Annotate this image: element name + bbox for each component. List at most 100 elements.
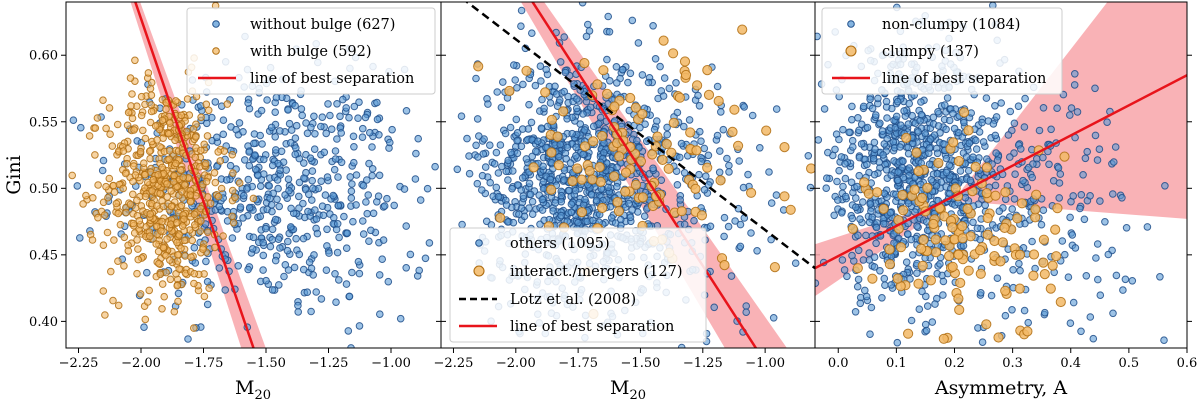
scatter-point xyxy=(696,127,704,136)
scatter-point xyxy=(618,65,627,74)
scatter-point xyxy=(306,154,315,162)
scatter-point xyxy=(945,116,954,125)
scatter-point xyxy=(331,147,340,155)
scatter-point xyxy=(176,166,185,174)
scatter-point xyxy=(481,163,490,171)
scatter-point xyxy=(878,294,886,302)
scatter-point xyxy=(584,20,592,29)
scatter-point xyxy=(895,242,907,253)
scatter-point xyxy=(342,244,351,252)
scatter-point xyxy=(884,244,895,255)
scatter-point xyxy=(603,55,611,64)
scatter-point xyxy=(848,102,856,111)
scatter-point xyxy=(308,167,317,175)
scatter-point xyxy=(507,148,515,157)
scatter-point xyxy=(644,78,653,87)
scatter-point xyxy=(993,332,1004,343)
scatter-point xyxy=(295,178,304,187)
scatter-point xyxy=(226,161,235,170)
scatter-point xyxy=(453,165,462,174)
legend-label-lotz: Lotz et al. (2008) xyxy=(510,292,636,308)
scatter-point xyxy=(1128,277,1137,285)
scatter-point xyxy=(982,229,993,240)
scatter-point xyxy=(720,213,729,222)
scatter-point xyxy=(597,202,608,214)
scatter-point xyxy=(186,197,195,206)
scatter-point xyxy=(896,143,904,151)
scatter-point xyxy=(366,128,374,137)
scatter-point xyxy=(68,171,76,180)
scatter-point xyxy=(611,219,620,227)
scatter-point xyxy=(214,148,222,156)
scatter-point xyxy=(557,211,566,220)
scatter-point xyxy=(900,107,908,115)
scatter-point xyxy=(913,166,924,177)
scatter-point xyxy=(312,288,321,296)
scatter-point xyxy=(930,234,941,245)
scatter-point xyxy=(474,153,482,161)
scatter-point xyxy=(292,121,301,130)
scatter-point xyxy=(1014,102,1023,110)
scatter-point xyxy=(742,308,751,317)
scatter-point xyxy=(499,78,507,86)
scatter-point xyxy=(620,167,632,178)
scatter-point xyxy=(173,238,181,247)
scatter-point xyxy=(362,198,370,206)
scatter-point xyxy=(268,235,277,244)
scatter-point xyxy=(822,184,831,192)
scatter-point xyxy=(953,293,964,304)
scatter-point xyxy=(504,176,512,184)
scatter-point xyxy=(940,235,951,246)
scatter-point xyxy=(848,251,856,260)
scatter-point xyxy=(1110,158,1118,166)
scatter-point xyxy=(173,257,182,265)
scatter-point xyxy=(145,147,154,156)
scatter-point xyxy=(213,133,221,142)
scatter-point xyxy=(457,112,466,120)
scatter-point xyxy=(359,124,367,133)
scatter-point xyxy=(663,130,672,139)
scatter-point xyxy=(746,187,757,198)
scatter-point xyxy=(1056,170,1065,178)
scatter-point xyxy=(981,319,992,330)
scatter-point xyxy=(668,48,679,59)
panel-2-xlabel: M20 xyxy=(610,377,646,403)
scatter-point xyxy=(843,272,851,281)
scatter-point xyxy=(490,160,499,168)
scatter-point xyxy=(560,87,569,96)
scatter-point xyxy=(1038,234,1050,245)
scatter-point xyxy=(848,136,857,145)
scatter-point xyxy=(1030,204,1041,215)
scatter-point xyxy=(162,105,170,113)
panel-3-xtick-label: 0.3 xyxy=(1002,356,1023,371)
scatter-point xyxy=(141,170,149,179)
panel-2-xtick-label: −1.75 xyxy=(558,356,598,371)
scatter-point xyxy=(556,140,565,149)
scatter-point xyxy=(995,207,1004,215)
scatter-point xyxy=(256,131,265,140)
scatter-point xyxy=(872,239,880,248)
scatter-point xyxy=(613,182,621,191)
scatter-point xyxy=(727,272,736,280)
scatter-point xyxy=(513,149,522,158)
scatter-point xyxy=(1111,143,1120,151)
scatter-point xyxy=(907,235,916,244)
scatter-point xyxy=(335,233,343,242)
scatter-point xyxy=(163,235,171,243)
scatter-point xyxy=(1055,296,1066,308)
scatter-point xyxy=(175,231,183,239)
scatter-point xyxy=(1092,254,1100,262)
scatter-point xyxy=(934,108,942,116)
scatter-point xyxy=(425,239,434,247)
scatter-point xyxy=(511,76,520,84)
scatter-point xyxy=(267,201,276,209)
scatter-point xyxy=(129,219,138,228)
scatter-point xyxy=(997,99,1006,107)
scatter-point xyxy=(1035,126,1044,135)
scatter-point xyxy=(146,154,154,163)
scatter-point xyxy=(502,201,511,209)
scatter-point xyxy=(1024,318,1032,327)
scatter-point xyxy=(215,202,224,211)
scatter-point xyxy=(145,286,153,295)
scatter-point xyxy=(853,182,861,191)
